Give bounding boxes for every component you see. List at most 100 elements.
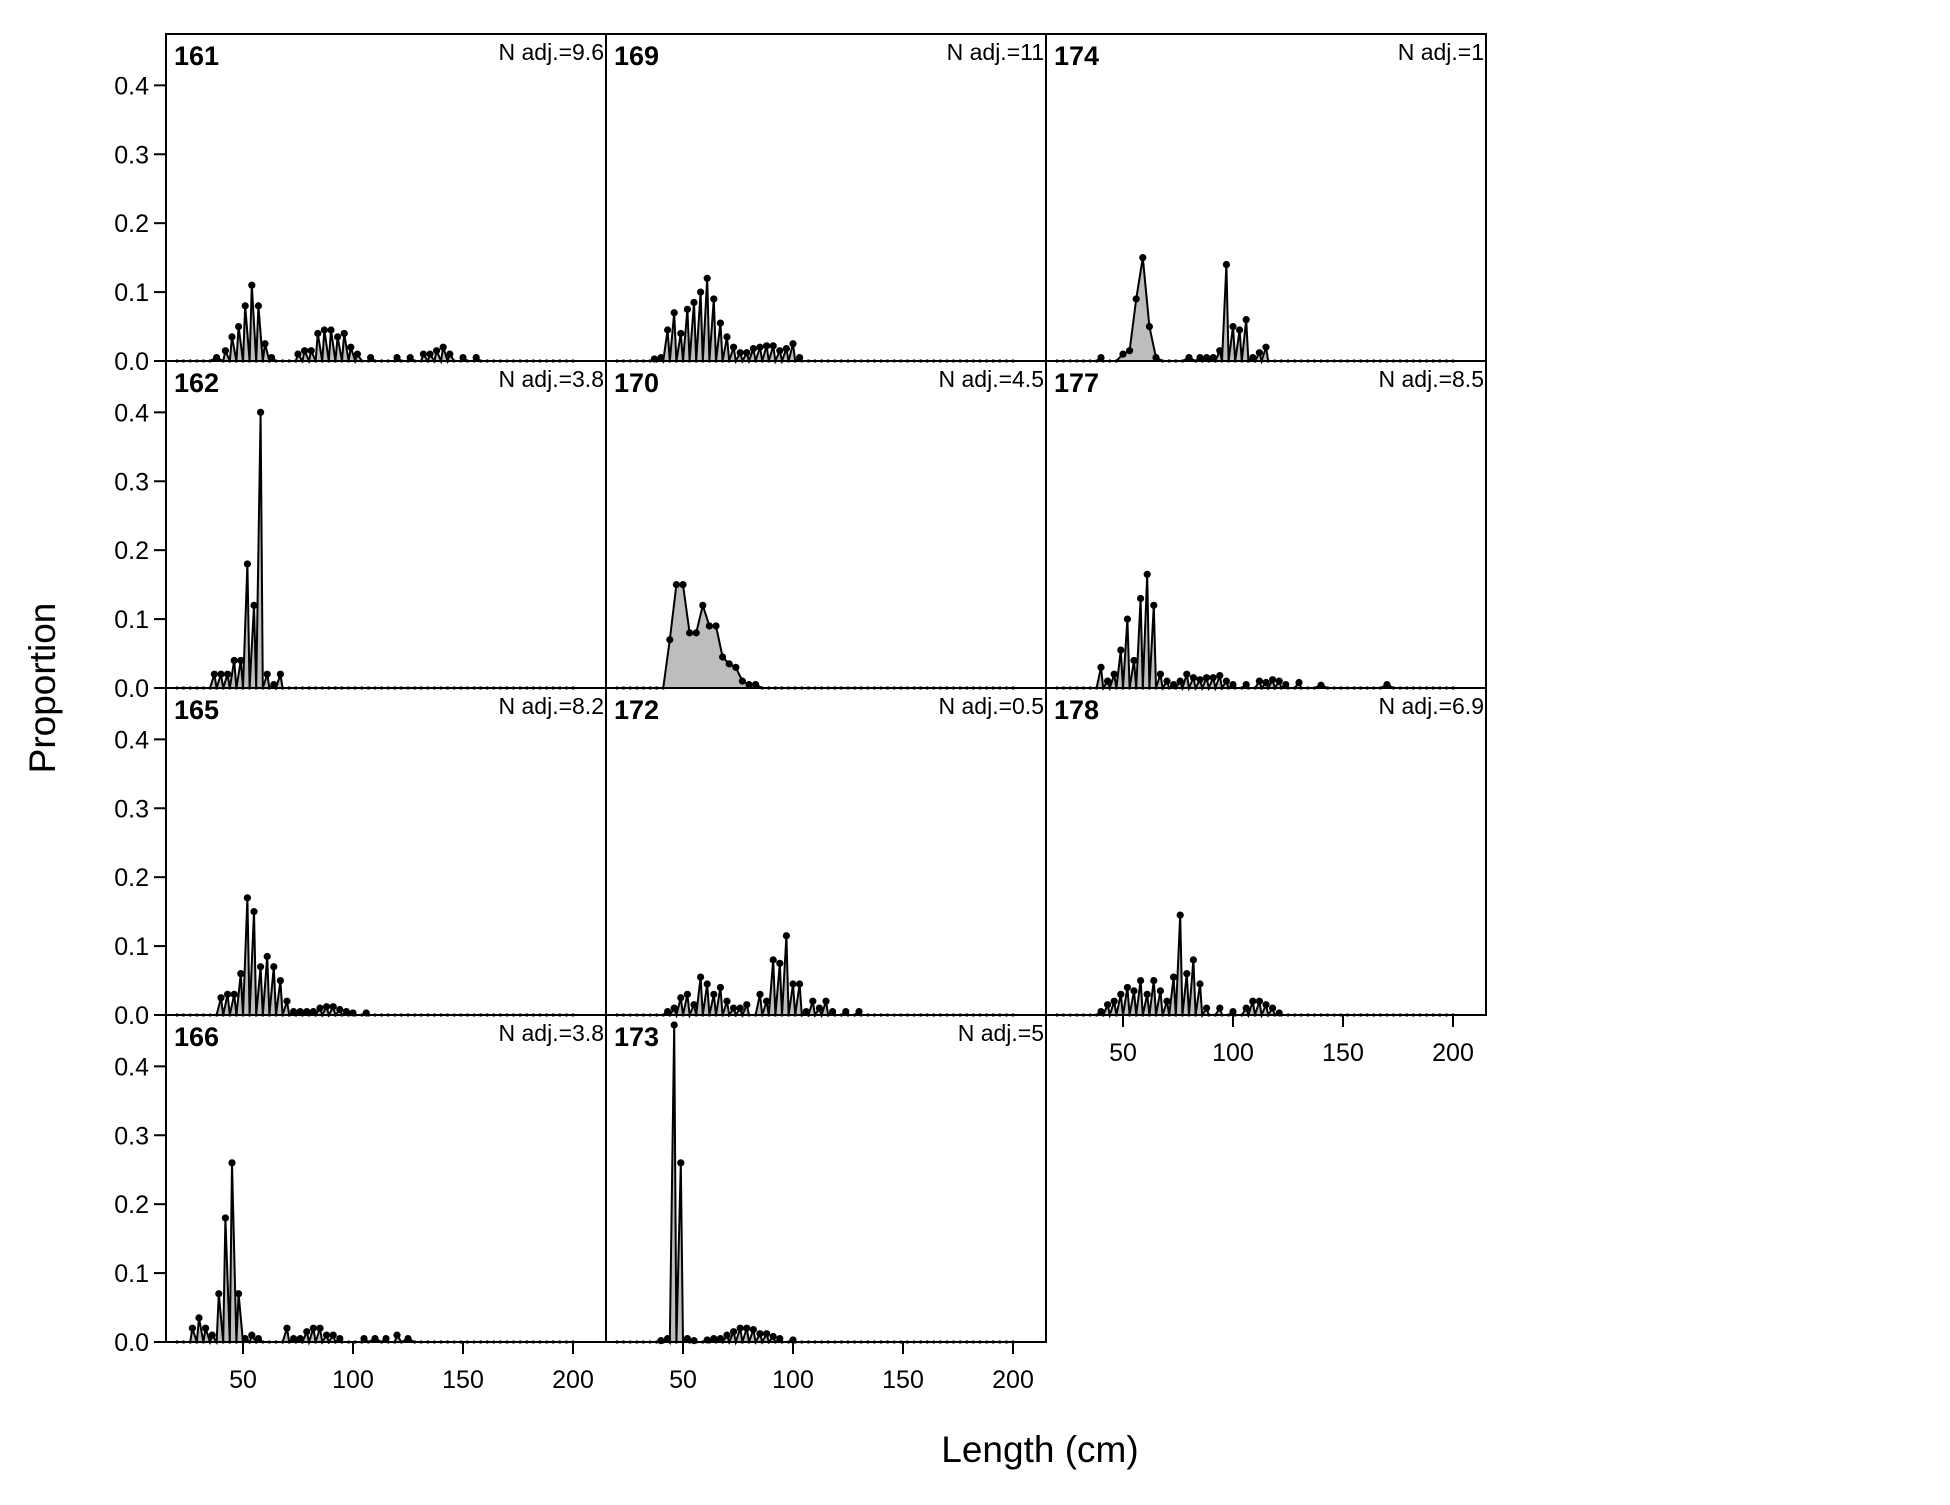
data-point	[235, 322, 243, 331]
panel-label: 173	[614, 1022, 659, 1052]
data-point	[710, 990, 718, 998]
data-point	[683, 990, 692, 998]
data-point	[290, 1007, 298, 1016]
x-tick-label: 50	[1109, 1039, 1137, 1067]
data-point	[829, 1007, 837, 1016]
data-point	[294, 350, 302, 358]
data-point	[1170, 973, 1178, 981]
data-point	[670, 309, 678, 317]
data-point	[719, 653, 727, 661]
panel-161: 161 N adj.=9.6	[165, 33, 607, 365]
data-point	[855, 1007, 863, 1016]
data-point	[1137, 976, 1145, 985]
x-tick-label: 100	[332, 1366, 374, 1394]
data-point	[296, 1007, 304, 1016]
data-point	[683, 305, 692, 313]
data-point	[254, 1334, 262, 1343]
data-point	[202, 1324, 210, 1332]
data-point	[809, 997, 817, 1005]
data-point	[237, 656, 245, 665]
panel-170: 170 N adj.=4.5	[605, 360, 1047, 690]
data-point	[703, 274, 711, 282]
data-point	[697, 288, 705, 296]
panel-nadj: N adj.=3.8	[499, 1020, 605, 1046]
data-point	[705, 622, 714, 630]
data-point	[327, 326, 335, 334]
data-point	[1196, 676, 1204, 684]
data-point	[307, 347, 315, 355]
data-point	[1196, 353, 1204, 362]
data-point	[730, 1004, 738, 1012]
panel-frame	[1045, 33, 1487, 362]
data-point	[241, 302, 249, 310]
panel-nadj: N adj.=1	[1398, 39, 1484, 65]
data-point	[329, 1003, 337, 1011]
data-point	[393, 1331, 401, 1339]
data-point	[725, 660, 733, 668]
data-point	[336, 1005, 344, 1014]
data-point	[730, 343, 738, 351]
y-tick-label: 0.3	[114, 795, 149, 823]
data-point	[1183, 970, 1191, 978]
data-point	[686, 629, 694, 637]
data-point	[1269, 1004, 1277, 1012]
data-point	[1209, 674, 1217, 682]
data-point	[323, 1003, 331, 1011]
data-point	[776, 1334, 784, 1343]
data-point	[802, 1007, 810, 1016]
data-point	[782, 932, 791, 940]
data-point	[1119, 350, 1127, 358]
data-point	[697, 973, 705, 981]
data-point	[664, 1007, 672, 1016]
data-point	[1170, 680, 1178, 689]
panel-nadj: N adj.=5	[958, 1020, 1044, 1046]
data-point	[303, 1328, 311, 1336]
y-tick-label: 0.2	[114, 1191, 149, 1219]
data-point	[789, 980, 797, 988]
data-point	[276, 670, 284, 678]
data-point	[1242, 680, 1250, 689]
data-point	[664, 326, 672, 334]
y-tick-label: 0.2	[114, 210, 149, 238]
series-line	[177, 1162, 573, 1346]
data-point	[769, 342, 777, 350]
data-point	[743, 1001, 751, 1009]
data-point	[736, 1004, 744, 1012]
panel-label: 161	[174, 41, 219, 71]
data-point	[1203, 674, 1211, 682]
x-axis-col-2: 50 100 150 200	[1109, 1015, 1474, 1067]
data-point	[749, 1325, 758, 1334]
data-point	[736, 349, 744, 357]
data-point	[433, 347, 441, 355]
data-point	[1216, 347, 1224, 355]
data-point	[237, 970, 245, 978]
y-axis-title: Proportion	[22, 603, 63, 774]
data-point	[1143, 990, 1151, 998]
data-point	[1255, 997, 1263, 1005]
data-point	[208, 1331, 216, 1339]
data-point	[1185, 353, 1193, 362]
data-point	[1249, 997, 1257, 1005]
data-point	[221, 347, 229, 355]
panel-nadj: N adj.=0.5	[939, 693, 1045, 719]
data-point	[393, 353, 401, 362]
data-point	[1097, 663, 1105, 671]
data-point	[336, 1334, 344, 1343]
data-point	[1137, 594, 1145, 603]
data-point	[1132, 295, 1140, 303]
data-point	[716, 319, 725, 327]
data-point	[270, 680, 278, 689]
data-point	[756, 990, 764, 998]
panel-label: 166	[174, 1022, 219, 1052]
panels-layer: 161 N adj.=9.6 169 N adj.=11 174 N adj.=1 162 N…	[165, 33, 1487, 1346]
data-point	[1123, 615, 1131, 623]
data-point	[1203, 1004, 1211, 1012]
panel-nadj: N adj.=6.9	[1379, 693, 1485, 719]
data-point	[692, 629, 700, 637]
data-point	[340, 329, 348, 338]
data-point	[195, 1314, 203, 1322]
data-point	[320, 326, 328, 334]
data-point	[815, 1004, 824, 1012]
data-point	[1196, 980, 1204, 988]
data-point	[228, 333, 236, 341]
